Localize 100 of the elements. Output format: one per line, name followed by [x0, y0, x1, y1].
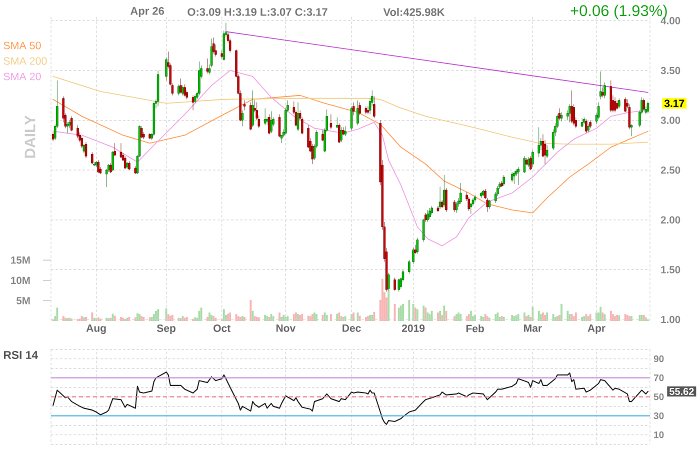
candlestick: [264, 108, 266, 126]
candlestick: [646, 101, 650, 114]
candlestick: [344, 126, 346, 136]
candlestick: [368, 98, 372, 115]
candlestick: [294, 110, 298, 126]
candlestick: [597, 102, 600, 120]
candlestick: [142, 132, 145, 140]
candlestick: [62, 96, 64, 122]
annotation: +0.06 (1.93%): [570, 4, 667, 20]
candlestick: [120, 142, 122, 158]
candlestick: [270, 111, 272, 134]
candlestick: [214, 44, 217, 57]
candlestick: [546, 144, 548, 158]
candlestick: [436, 206, 440, 212]
text: SMA 20: [4, 72, 41, 80]
candlestick: [268, 114, 270, 134]
candlestick: [156, 70, 160, 107]
candlestick: [560, 112, 563, 122]
candlestick: [580, 118, 584, 128]
candlestick: [311, 144, 314, 164]
x-tick-label: Oct: [214, 324, 230, 332]
candlestick: [517, 166, 520, 186]
candlestick: [585, 119, 588, 134]
x-tick-label: Apr: [588, 324, 606, 334]
series-label: SMA 200: [4, 57, 47, 65]
candlestick: [93, 162, 96, 166]
candlestick: [296, 102, 300, 132]
candlestick: [108, 164, 110, 172]
y-tick-label: 2.00: [660, 216, 680, 224]
candlestick: [330, 114, 332, 130]
y-tick-label: 3.00: [660, 116, 680, 124]
candlestick: [428, 208, 431, 220]
x-tick-label: Dec: [342, 324, 361, 332]
y-tick-label: 90: [654, 355, 664, 362]
candlestick: [284, 108, 287, 134]
annotation: 3.17: [664, 100, 684, 108]
y-tick-label: 10: [654, 431, 664, 438]
annotation: Apr 26: [130, 7, 164, 17]
candlestick: [426, 210, 429, 222]
candlestick: [148, 133, 151, 140]
candlestick: [180, 78, 182, 94]
candlestick: [301, 117, 304, 134]
candlestick: [84, 142, 88, 158]
y-tick-label: 50: [654, 393, 664, 400]
x-tick-label: Sep: [156, 324, 176, 334]
candlestick: [186, 90, 188, 100]
candlestick: [394, 277, 396, 291]
candlestick: [356, 100, 359, 126]
candlestick: [455, 202, 458, 214]
candlestick: [488, 200, 491, 210]
candlestick: [445, 188, 448, 212]
candlestick: [91, 152, 94, 164]
line-series: [52, 76, 648, 145]
x-tick-label: 2019: [402, 324, 425, 332]
candlestick: [307, 125, 310, 148]
candlestick: [460, 182, 462, 204]
chart-title: RSI 14: [4, 350, 38, 360]
candlestick: [599, 71, 602, 100]
candlestick: [350, 106, 353, 130]
candlestick: [502, 174, 505, 186]
candlestick: [220, 50, 223, 59]
candlestick: [206, 58, 209, 74]
candlestick: [538, 127, 540, 158]
candlestick: [523, 156, 526, 174]
candlestick: [500, 180, 503, 188]
candlestick: [252, 90, 254, 128]
candlestick: [474, 194, 476, 202]
candlestick: [70, 116, 73, 132]
candlestick: [642, 98, 645, 111]
y2-tick-label: 10M: [11, 276, 30, 284]
text: O:3.09 H:3.19 L:3.07 C:3.17: [188, 8, 328, 16]
candlestick: [340, 127, 342, 142]
candlestick: [618, 98, 620, 109]
candlestick: [165, 57, 168, 81]
candlestick: [513, 170, 516, 184]
candlestick: [97, 160, 100, 174]
candlestick: [529, 156, 532, 170]
candlestick: [430, 206, 433, 216]
candlestick: [453, 200, 456, 212]
candlestick: [358, 102, 361, 116]
candlestick: [78, 132, 81, 142]
candlestick: [510, 172, 514, 182]
candlestick: [556, 114, 559, 128]
candlestick: [228, 38, 232, 53]
y-tick-label: 1.50: [661, 266, 680, 274]
text: Vol:425.98K: [383, 8, 445, 16]
x-tick-label: Mar: [524, 324, 542, 332]
candlestick: [604, 82, 606, 99]
candlestick: [76, 125, 79, 138]
candlestick: [95, 160, 98, 168]
candlestick: [552, 129, 554, 150]
candlestick: [128, 160, 130, 170]
candlestick: [610, 80, 612, 113]
candlestick: [182, 85, 184, 96]
candlestick: [570, 90, 573, 124]
candlestick: [468, 196, 470, 212]
candlestick: [126, 162, 128, 170]
y2-tick-label: 5M: [16, 297, 30, 304]
candlestick: [494, 192, 497, 204]
candlestick: [124, 156, 126, 170]
